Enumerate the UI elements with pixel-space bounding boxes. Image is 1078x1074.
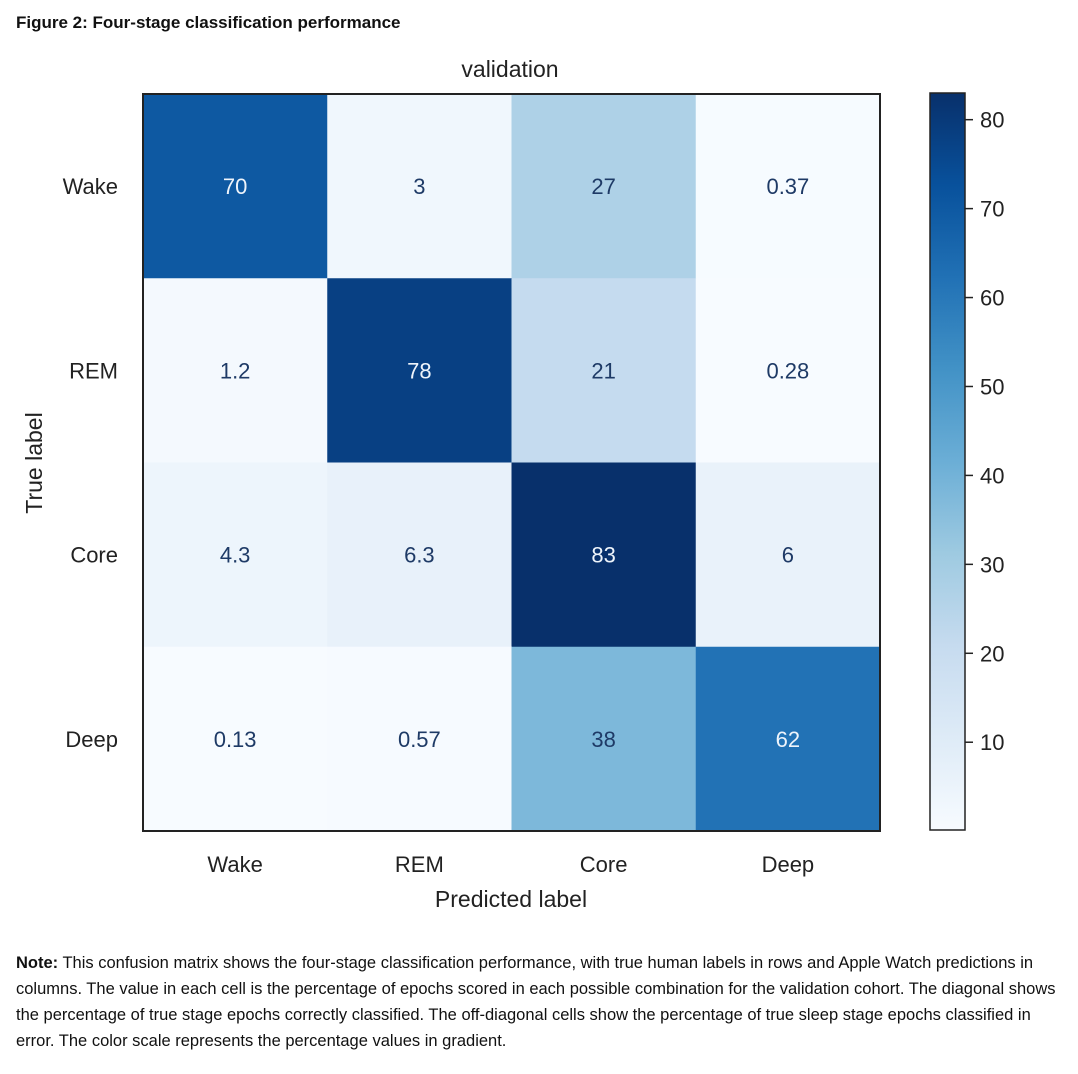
heatmap-cell: [327, 646, 512, 832]
heatmap-cell: [695, 462, 881, 648]
colorbar-tick-label: 10: [980, 730, 1004, 755]
cell-value-label: 6.3: [404, 543, 435, 568]
heatmap-cell: [511, 94, 697, 279]
x-axis-label: Predicted label: [435, 886, 587, 912]
x-tick-labels: Wake REM Core Deep: [207, 852, 814, 877]
x-tick-label: REM: [395, 852, 444, 877]
colorbar: [929, 92, 966, 831]
cell-value-label: 0.37: [766, 174, 809, 199]
heatmap-cell: [695, 646, 881, 832]
note-text: This confusion matrix shows the four-sta…: [16, 954, 1056, 1050]
cell-value-label: 78: [407, 358, 431, 383]
y-tick-label: REM: [69, 358, 118, 383]
colorbar-tick-label: 40: [980, 463, 1004, 488]
cell-value-label: 1.2: [220, 358, 251, 383]
colorbar-ticks: 10 20 30 40 50 60 70 80: [965, 108, 1004, 755]
x-tick-label: Core: [580, 852, 628, 877]
colorbar-tick-label: 30: [980, 552, 1004, 577]
heatmap-cell: [511, 646, 697, 832]
heatmap-cell: [327, 278, 512, 463]
cell-value-label: 0.28: [766, 358, 809, 383]
heatmap-cell: [327, 94, 512, 279]
y-tick-label: Wake: [63, 174, 118, 199]
note-label: Note:: [16, 954, 59, 972]
heatmap-cell: [143, 646, 328, 832]
colorbar-tick-label: 70: [980, 197, 1004, 222]
heatmap-cell: [511, 278, 697, 463]
heatmap-cell: [511, 462, 697, 648]
figure-title: Figure 2: Four-stage classification perf…: [16, 13, 401, 32]
colorbar-tick-label: 60: [980, 286, 1004, 311]
x-tick-label: Wake: [207, 852, 262, 877]
chart-title: validation: [461, 56, 558, 82]
cell-value-label: 6: [782, 543, 794, 568]
cell-value-label: 83: [591, 543, 615, 568]
colorbar-tick-label: 20: [980, 641, 1004, 666]
cell-value-label: 3: [413, 174, 425, 199]
figure-note: Note: This confusion matrix shows the fo…: [16, 950, 1062, 1054]
cell-value-label: 70: [223, 174, 247, 199]
heatmap-cell: [327, 462, 512, 648]
cell-value-label: 4.3: [220, 543, 251, 568]
y-tick-label: Core: [70, 543, 118, 568]
heatmap-cell: [695, 278, 881, 463]
cell-value-label: 27: [591, 174, 615, 199]
y-tick-label: Deep: [65, 727, 118, 752]
plot-frame: [142, 93, 881, 832]
x-tick-label: Deep: [762, 852, 815, 877]
heatmap-cell: [695, 94, 881, 279]
heatmap-cell: [143, 94, 328, 279]
confusion-matrix-chart: validation 70 3 27 0.37 1.2 78 21 0.28 4.3 6.3 83 6…: [21, 56, 1004, 912]
cell-value-label: 62: [776, 727, 800, 752]
cell-value-label: 38: [591, 727, 615, 752]
cell-value-label: 21: [591, 358, 615, 383]
colorbar-tick-label: 80: [980, 108, 1004, 133]
y-axis-label: True label: [21, 412, 47, 513]
heatmap-cell: [143, 278, 328, 463]
heatmap-cell-labels: 70 3 27 0.37 1.2 78 21 0.28 4.3 6.3 83 6 0.13 0.57 38 6…: [214, 174, 810, 752]
colorbar-tick-label: 50: [980, 374, 1004, 399]
heatmap-cells: [143, 94, 881, 832]
heatmap-cell: [143, 462, 328, 648]
cell-value-label: 0.57: [398, 727, 441, 752]
y-tick-labels: Wake REM Core Deep: [63, 174, 118, 752]
cell-value-label: 0.13: [214, 727, 257, 752]
